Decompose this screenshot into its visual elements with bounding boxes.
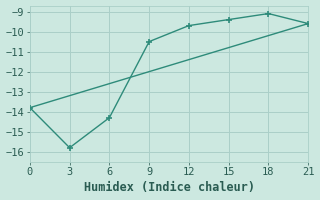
X-axis label: Humidex (Indice chaleur): Humidex (Indice chaleur) bbox=[84, 181, 254, 194]
